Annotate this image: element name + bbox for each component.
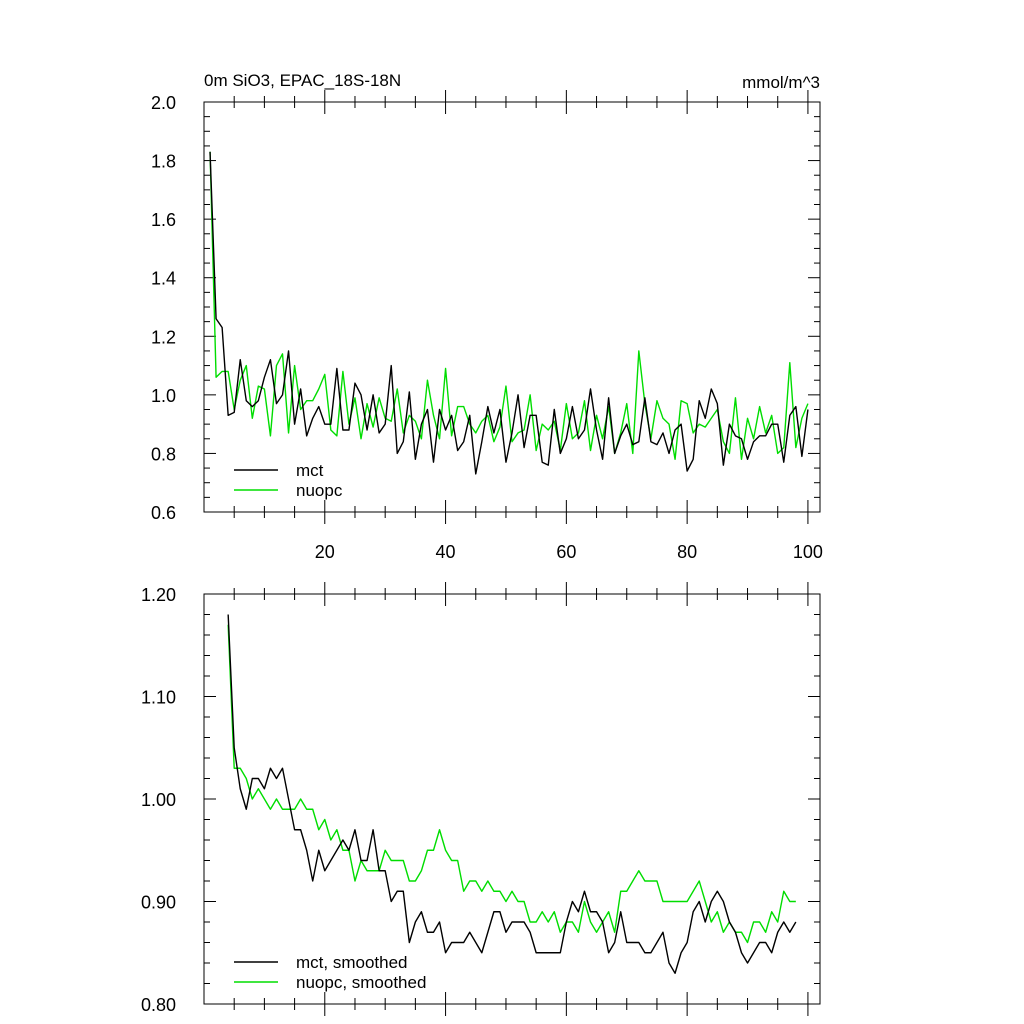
legend-label: nuopc — [296, 481, 343, 500]
x-tick-label: 60 — [556, 542, 576, 562]
legend-label: mct — [296, 461, 324, 480]
y-tick-label: 1.20 — [141, 585, 176, 605]
bottom-panel: 0.80 0.90 1.00 1.10 1.20 mct, smoothednuopc,… — [141, 582, 821, 1016]
legend-label: nuopc, smoothed — [296, 973, 426, 992]
series-line-nuopc — [209, 151, 809, 460]
y-tick-label: 0.6 — [151, 503, 176, 523]
x-tick-label: 80 — [677, 542, 697, 562]
top-axis-ticks — [204, 90, 820, 524]
y-tick-label: 0.90 — [141, 893, 176, 913]
y-tick-label: 1.6 — [151, 210, 176, 230]
bottom-series-lines — [227, 614, 797, 974]
y-tick-label: 1.2 — [151, 327, 176, 347]
legend-label: mct, smoothed — [296, 953, 408, 972]
bottom-plot-frame — [203, 593, 821, 1005]
y-tick-label: 0.80 — [141, 995, 176, 1015]
top-panel: 0m SiO3, EPAC_18S-18N mmol/m^3 20 40 60 80 1… — [151, 71, 823, 562]
series-line-mct-smoothed — [227, 614, 797, 974]
units-label: mmol/m^3 — [742, 73, 820, 92]
top-axis-tick-labels: 20 40 60 80 100 0.6 0.8 1.0 1.2 1.4 1.6 1.8 2.0 — [151, 93, 823, 562]
top-series-lines — [209, 151, 809, 475]
series-line-nuopc-smoothed — [227, 624, 796, 944]
chart-title: 0m SiO3, EPAC_18S-18N — [204, 71, 401, 90]
bottom-axis-ticks — [204, 582, 820, 1016]
x-tick-label: 100 — [793, 542, 823, 562]
y-tick-label: 1.8 — [151, 152, 176, 172]
y-tick-label: 2.0 — [151, 93, 176, 113]
y-tick-label: 1.4 — [151, 269, 176, 289]
y-tick-label: 0.8 — [151, 444, 176, 464]
bottom-axis-tick-labels: 0.80 0.90 1.00 1.10 1.20 — [141, 585, 176, 1015]
x-tick-label: 20 — [315, 542, 335, 562]
y-tick-label: 1.00 — [141, 790, 176, 810]
y-tick-label: 1.0 — [151, 386, 176, 406]
x-tick-label: 40 — [436, 542, 456, 562]
series-line-mct — [209, 151, 809, 475]
y-tick-label: 1.10 — [141, 688, 176, 708]
